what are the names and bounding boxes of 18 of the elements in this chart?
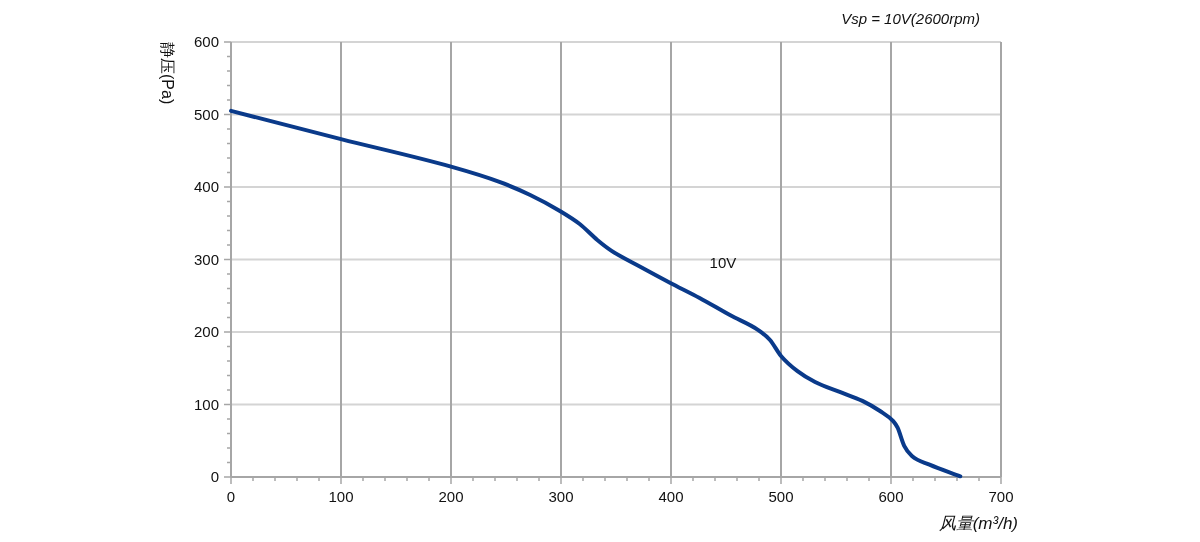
x-tick-label: 300 [548, 488, 574, 505]
y-tick-label: 400 [193, 178, 219, 195]
x-tick-label: 100 [328, 488, 354, 505]
x-tick-label: 500 [768, 488, 794, 505]
title: Vsp = 10V(2600rpm) [841, 10, 980, 27]
x-tick-label: 400 [658, 488, 684, 505]
xlabel: 风量(m³/h) [938, 514, 1018, 533]
y-tick-label: 300 [193, 250, 219, 268]
ylabel: 静压(Pa) [159, 42, 176, 105]
x-tick-label: 700 [988, 488, 1014, 505]
y-tick-label: 100 [193, 395, 219, 413]
y-tick-label: 0 [210, 468, 219, 485]
y-tick-label: 200 [193, 323, 219, 340]
x-tick-label: 200 [438, 488, 464, 505]
x-tick-label: 0 [226, 488, 236, 505]
y-tick-label: 600 [193, 33, 219, 50]
y-tick-label: 500 [193, 105, 219, 123]
x-tick-label: 600 [878, 488, 904, 505]
